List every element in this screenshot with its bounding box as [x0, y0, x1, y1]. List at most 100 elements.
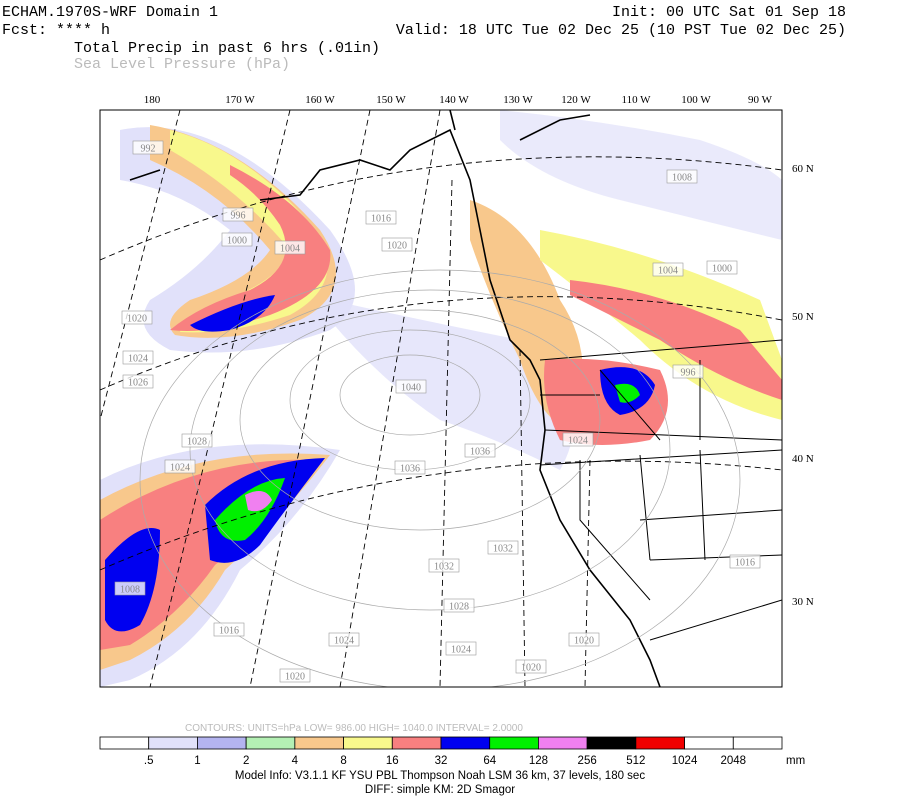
pressure-label-box — [114, 581, 146, 596]
colorbar-label: 32 — [435, 755, 448, 767]
pressure-label-box — [706, 260, 738, 275]
colorbar-label: 2 — [243, 755, 249, 767]
contour-info: CONTOURS: UNITS=hPa LOW= 986.00 HIGH= 10… — [185, 723, 523, 734]
pressure-label: 1032 — [493, 544, 513, 555]
pressure-label-box — [666, 169, 698, 184]
pressure-label-box — [672, 364, 704, 379]
colorbar-box — [635, 736, 685, 750]
pressure-label-box — [122, 350, 154, 365]
pressure-label: 1024 — [451, 645, 471, 656]
pressure-label-box — [132, 140, 164, 155]
pressure-label: 1020 — [285, 672, 305, 683]
pressure-label: 1024 — [128, 354, 148, 365]
pressure-label-box — [729, 554, 761, 569]
field-title: Total Precip in past 6 hrs (.01in) — [74, 40, 380, 57]
pressure-label-box — [328, 632, 360, 647]
pressure-label-box — [121, 310, 153, 325]
pressure-label: 1036 — [470, 447, 490, 458]
pressure-label-box — [213, 622, 245, 637]
pressure-label: 1016 — [219, 626, 239, 637]
pressure-label-box — [395, 379, 427, 394]
pressure-label: 1020 — [521, 663, 541, 674]
pressure-label: 1008 — [120, 585, 140, 596]
field-title: Sea Level Pressure (hPa) — [74, 56, 290, 73]
model-title: ECHAM.1970S-WRF Domain 1 — [2, 4, 218, 21]
pressure-label: 1016 — [371, 214, 391, 225]
pressure-label: 1024 — [170, 463, 190, 474]
pressure-label: 1008 — [672, 173, 692, 184]
pressure-label: 1036 — [400, 464, 420, 475]
pressure-label: 1040 — [401, 383, 421, 394]
colorbar-box — [732, 736, 783, 750]
pressure-label: 1000 — [227, 236, 247, 247]
pressure-label: 1004 — [658, 266, 678, 277]
model-info: Model Info: V3.1.1 KF YSU PBL Thompson N… — [235, 770, 645, 782]
pressure-label-box — [487, 540, 519, 555]
pressure-label-box — [568, 632, 600, 647]
pressure-label-box — [562, 432, 594, 447]
colorbar-label: 16 — [386, 755, 399, 767]
colorbar-box — [440, 736, 491, 750]
longitude-label: 150 W — [376, 94, 406, 106]
latitude-label: 60 N — [792, 163, 814, 175]
colorbar-label: 1024 — [672, 755, 698, 767]
coastline — [129, 110, 661, 687]
colorbar-box — [391, 736, 442, 750]
longitude-label: 90 W — [748, 94, 773, 106]
colorbar-box — [489, 736, 539, 750]
latitude-label: 30 N — [792, 596, 814, 608]
colorbar-box — [294, 736, 344, 750]
pressure-label-box — [464, 443, 496, 458]
longitude-label: 170 W — [225, 94, 255, 106]
pressure-label: 1020 — [127, 314, 147, 325]
pressure-label: 996 — [231, 211, 246, 222]
pressure-label: 1016 — [735, 558, 755, 569]
pressure-label: 1024 — [334, 636, 354, 647]
colorbar-label: 1 — [194, 755, 200, 767]
pressure-label-box — [365, 210, 397, 225]
colorbar-label: 2048 — [720, 755, 746, 767]
graticule — [100, 110, 782, 687]
colorbar-box — [538, 736, 588, 750]
pressure-label: 1004 — [280, 244, 300, 255]
pressure-label: 1026 — [128, 378, 148, 389]
colorbar-label: 8 — [340, 755, 346, 767]
colorbar-label: .5 — [144, 755, 154, 767]
latitude-label: 50 N — [792, 311, 814, 323]
pressure-label: 1028 — [449, 602, 469, 613]
pressure-label: 1020 — [574, 636, 594, 647]
colorbar-box — [99, 736, 150, 750]
colorbar-box — [684, 736, 734, 750]
state-borders — [539, 339, 782, 641]
pressure-label-box — [221, 232, 253, 247]
isobar — [139, 269, 741, 687]
pressure-label: 1032 — [434, 562, 454, 573]
pressure-label-box — [445, 641, 477, 656]
pressure-label-box — [274, 240, 306, 255]
pressure-label-box — [515, 659, 547, 674]
pressure-label: 1024 — [568, 436, 588, 447]
colorbar-label: 128 — [529, 755, 548, 767]
init-time: Init: 00 UTC Sat 01 Sep 18 — [612, 4, 846, 21]
latitude-label: 40 N — [792, 453, 814, 465]
colorbar-label: 64 — [483, 755, 496, 767]
pressure-label-box — [652, 262, 684, 277]
colorbar-box — [197, 736, 247, 750]
colorbar-box — [148, 736, 198, 750]
forecast-hour: Fcst: **** h — [2, 22, 110, 39]
longitude-label: 140 W — [439, 94, 469, 106]
colorbar-label: 4 — [292, 755, 299, 767]
pressure-label-box — [279, 668, 311, 683]
colorbar-unit: mm — [786, 755, 805, 767]
pressure-label: 992 — [141, 144, 156, 155]
map-frame — [99, 109, 783, 688]
pressure-label-box — [428, 558, 460, 573]
longitude-label: 180 — [144, 94, 161, 106]
map-field — [100, 110, 782, 687]
pressure-label: 1020 — [387, 241, 407, 252]
pressure-label-box — [394, 460, 426, 475]
pressure-label-box — [122, 374, 154, 389]
pressure-label-box — [443, 598, 475, 613]
